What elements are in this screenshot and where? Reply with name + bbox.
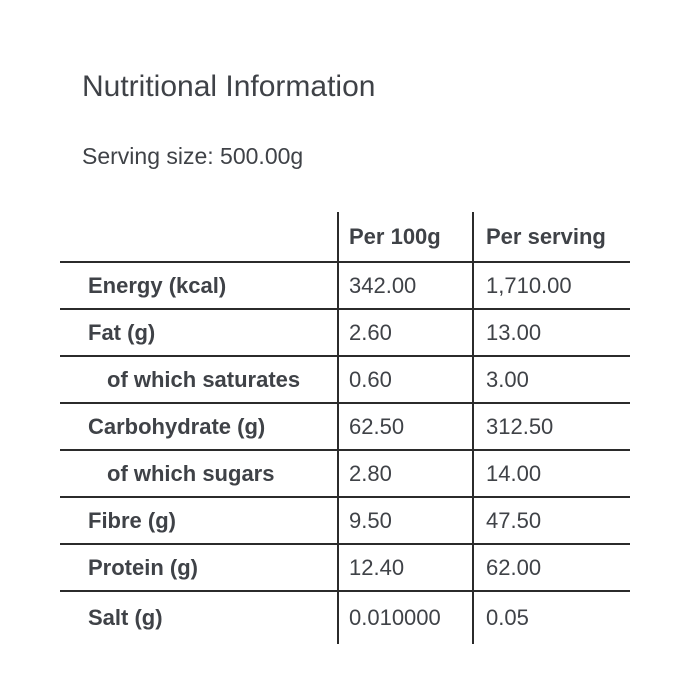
per-serving-value: 1,710.00 — [472, 262, 630, 309]
header-per-100g: Per 100g — [337, 212, 473, 262]
table-row-fibre: Fibre (g) 9.50 47.50 — [60, 497, 630, 544]
row-label: Salt (g) — [88, 605, 163, 630]
row-label: of which sugars — [107, 460, 275, 486]
table-row-protein: Protein (g) 12.40 62.00 — [60, 544, 630, 591]
row-label: Energy (kcal) — [88, 272, 227, 298]
per-100g-value: 9.50 — [337, 497, 473, 544]
table-row-sugars: of which sugars 2.80 14.00 — [60, 450, 630, 497]
per-serving-value: 13.00 — [472, 309, 630, 356]
per-serving-value: 0.05 — [472, 591, 630, 644]
header-per-serving: Per serving — [472, 212, 630, 262]
per-100g-value: 62.50 — [337, 403, 473, 450]
per-100g-value: 2.60 — [337, 309, 473, 356]
per-serving-value: 14.00 — [472, 450, 630, 497]
table-row-carbohydrate: Carbohydrate (g) 62.50 312.50 — [60, 403, 630, 450]
table-row-fat: Fat (g) 2.60 13.00 — [60, 309, 630, 356]
table-row-energy: Energy (kcal) 342.00 1,710.00 — [60, 262, 630, 309]
per-serving-value: 312.50 — [472, 403, 630, 450]
per-100g-value: 342.00 — [337, 262, 473, 309]
row-label: Carbohydrate (g) — [88, 413, 266, 439]
header-blank-cell — [60, 212, 338, 262]
table-row-saturates: of which saturates 0.60 3.00 — [60, 356, 630, 403]
per-100g-value: 12.40 — [337, 544, 473, 591]
nutrition-table: Per 100g Per serving Energy (kcal) 342.0… — [60, 212, 630, 644]
per-serving-value: 62.00 — [472, 544, 630, 591]
per-serving-value: 47.50 — [472, 497, 630, 544]
per-100g-value: 0.010000 — [337, 591, 473, 644]
per-serving-value: 3.00 — [472, 356, 630, 403]
table-row-salt: Salt (g) 0.010000 0.05 — [60, 591, 630, 644]
table-header-row: Per 100g Per serving — [60, 212, 630, 262]
page-title: Nutritional Information — [82, 70, 376, 103]
row-label: Protein (g) — [88, 554, 198, 580]
row-label: of which saturates — [107, 366, 301, 392]
per-100g-value: 2.80 — [337, 450, 473, 497]
row-label: Fibre (g) — [88, 507, 176, 533]
row-label: Fat (g) — [88, 319, 156, 345]
per-100g-value: 0.60 — [337, 356, 473, 403]
serving-size-text: Serving size: 500.00g — [82, 143, 304, 169]
